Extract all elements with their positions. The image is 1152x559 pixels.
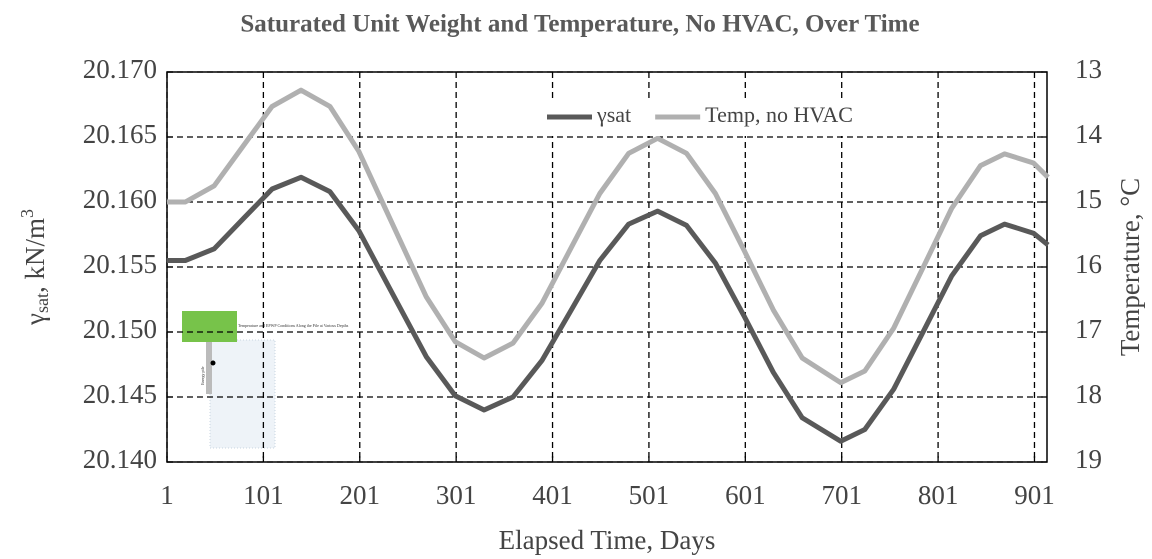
y-label-symbol: γ [20,313,50,326]
y-tick-label: 20.160 [83,184,157,214]
y2-tick-label: 19 [1075,444,1102,474]
inset-header [182,311,237,342]
y-tick-label: 20.145 [83,379,157,409]
x-tick-label: 201 [340,480,381,510]
inset-grid [209,339,276,449]
y2-axis-label: Temperature, °C [1115,178,1145,356]
chart-title: Saturated Unit Weight and Temperature, N… [240,11,919,38]
x-tick-label: 801 [918,480,959,510]
x-tick-label: 501 [629,480,670,510]
y2-tick-label: 14 [1075,119,1103,149]
legend-label: γsat [596,102,631,127]
inset-dot [210,360,216,366]
plot-frame [166,71,1048,463]
x-axis-label: Elapsed Time, Days [499,525,716,555]
series-line [167,87,1050,386]
x-tick-label: 401 [532,480,573,510]
legend: γsat Temp, no HVAC [525,100,915,136]
series-line [167,174,1050,444]
y2-tick-label: 16 [1075,249,1102,279]
x-tick-label: 1 [160,480,174,510]
y-label-sub: sat [32,293,52,313]
inset-label: Energy pile [200,366,205,385]
y-tick-label: 20.150 [83,314,157,344]
x-tick-label: 701 [821,480,862,510]
y-tick-label: 20.170 [83,54,157,84]
y-label-unit: , kN/m [20,218,50,293]
y-tick-label: 20.165 [83,119,157,149]
legend-label: Temp, no HVAC [705,102,853,127]
y-axis-label: γsat, kN/m3 [17,209,52,326]
y2-tick-label: 17 [1075,314,1102,344]
y-label-sup: 3 [17,209,37,218]
x-tick-label: 901 [1014,480,1055,510]
inset-title: Temperature and EPWP Conditions Along th… [238,323,349,328]
x-tick-label: 301 [436,480,477,510]
x-tick-label: 101 [243,480,284,510]
y2-tick-label: 15 [1075,184,1102,214]
y-tick-label: 20.155 [83,249,157,279]
inset: Temperature and EPWP Conditions Along th… [182,311,349,449]
x-tick-label: 601 [725,480,766,510]
y-tick-label: 20.140 [83,444,157,474]
inset-pile [206,342,212,394]
y2-tick-label: 13 [1075,54,1102,84]
y2-tick-label: 18 [1075,379,1102,409]
